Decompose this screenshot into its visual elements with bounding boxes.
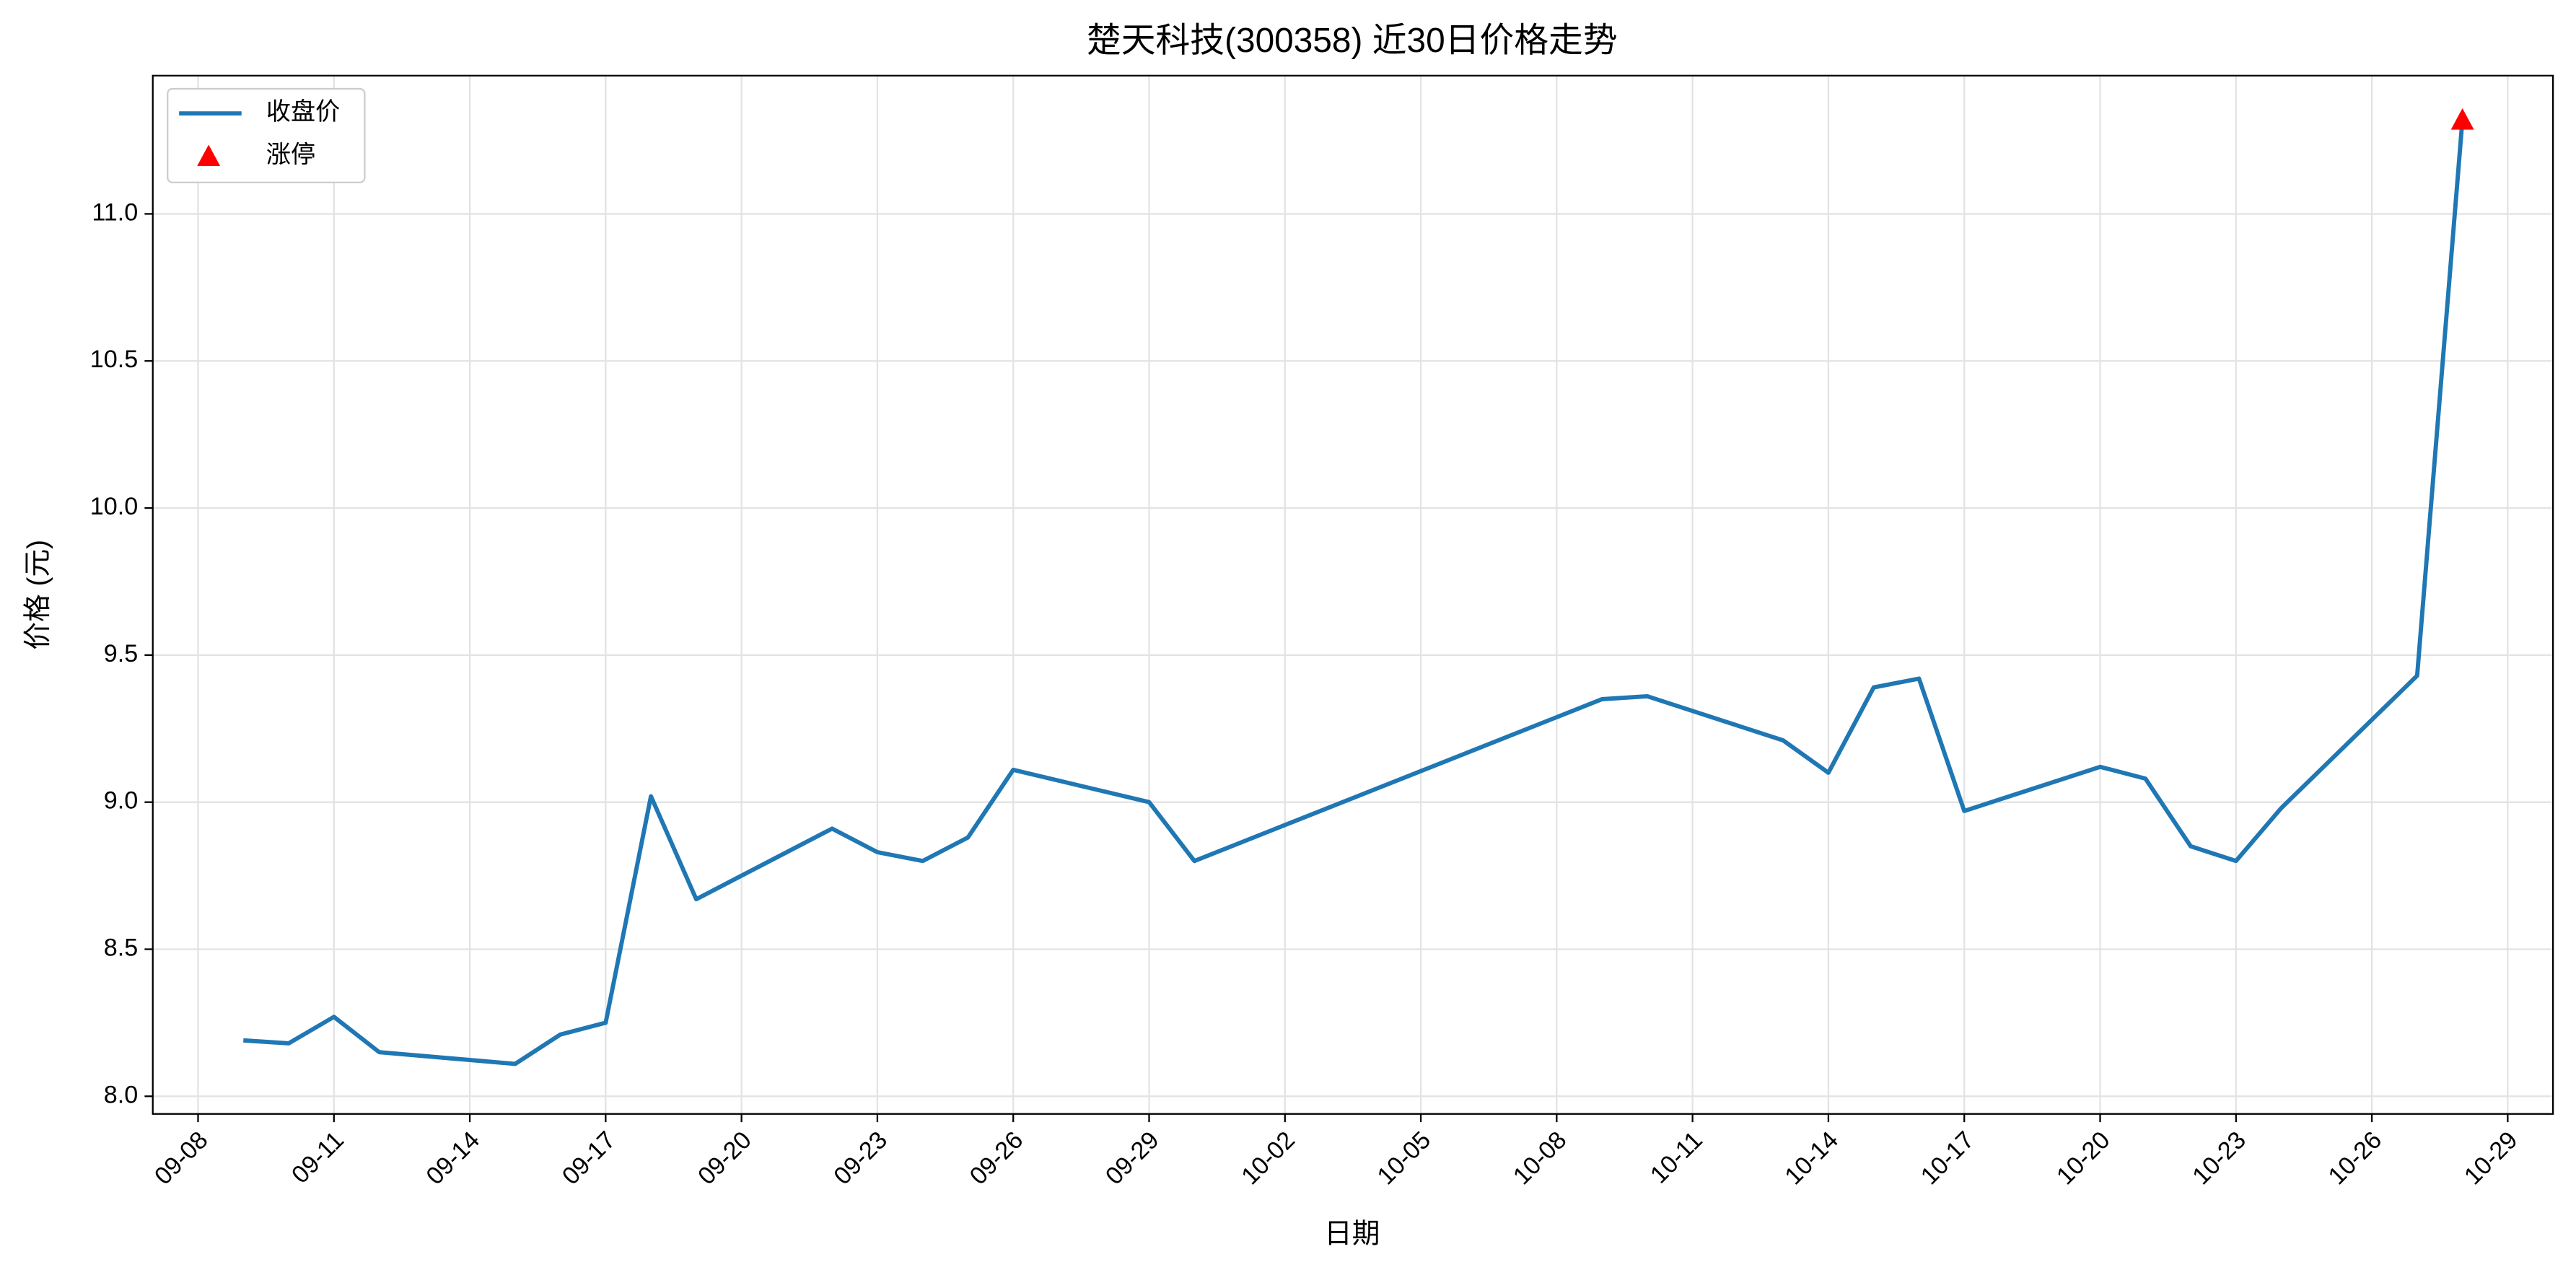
x-tick-label: 09-08 [149, 1126, 214, 1191]
y-tick-label: 10.5 [90, 346, 138, 373]
x-tick-label: 10-17 [1916, 1126, 1980, 1191]
limit-up-marker [2450, 108, 2474, 130]
x-tick-label: 10-14 [1779, 1126, 1844, 1191]
x-tick-label: 10-08 [1508, 1126, 1572, 1191]
x-tick-label: 10-02 [1236, 1126, 1300, 1191]
y-tick-label: 8.5 [104, 934, 138, 962]
x-tick-label: 09-11 [286, 1126, 349, 1189]
x-tick-label: 09-17 [557, 1126, 621, 1191]
x-tick-label: 10-29 [2459, 1126, 2523, 1191]
y-tick-label: 10.0 [90, 493, 138, 520]
plot-frame [152, 74, 2554, 1115]
legend-label: 收盘价 [266, 98, 340, 126]
x-tick-label: 09-23 [828, 1126, 893, 1191]
x-tick-label: 10-20 [2051, 1126, 2116, 1191]
y-tick-label: 8.0 [104, 1081, 138, 1108]
x-tick-label: 10-23 [2187, 1126, 2251, 1191]
price-line [243, 119, 2465, 1066]
x-axis-label: 日期 [1324, 1218, 1380, 1249]
x-tick-label: 10-05 [1372, 1126, 1437, 1191]
legend-label: 涨停 [266, 141, 315, 168]
chart-title: 楚天科技(300358) 近30日价格走势 [1087, 22, 1618, 60]
y-tick-label: 11.0 [92, 198, 138, 226]
x-tick-label: 09-26 [965, 1126, 1029, 1191]
x-tick-label: 09-14 [421, 1126, 486, 1191]
x-tick-label: 10-11 [1645, 1126, 1708, 1189]
y-tick-label: 9.5 [104, 640, 138, 667]
x-tick-label: 09-29 [1100, 1126, 1165, 1191]
x-tick-label: 09-20 [693, 1126, 757, 1191]
x-tick-label: 10-26 [2323, 1126, 2388, 1191]
y-tick-label: 9.0 [104, 787, 138, 815]
legend-swatch [197, 144, 221, 167]
y-axis-label: 价格 (元) [22, 540, 53, 650]
